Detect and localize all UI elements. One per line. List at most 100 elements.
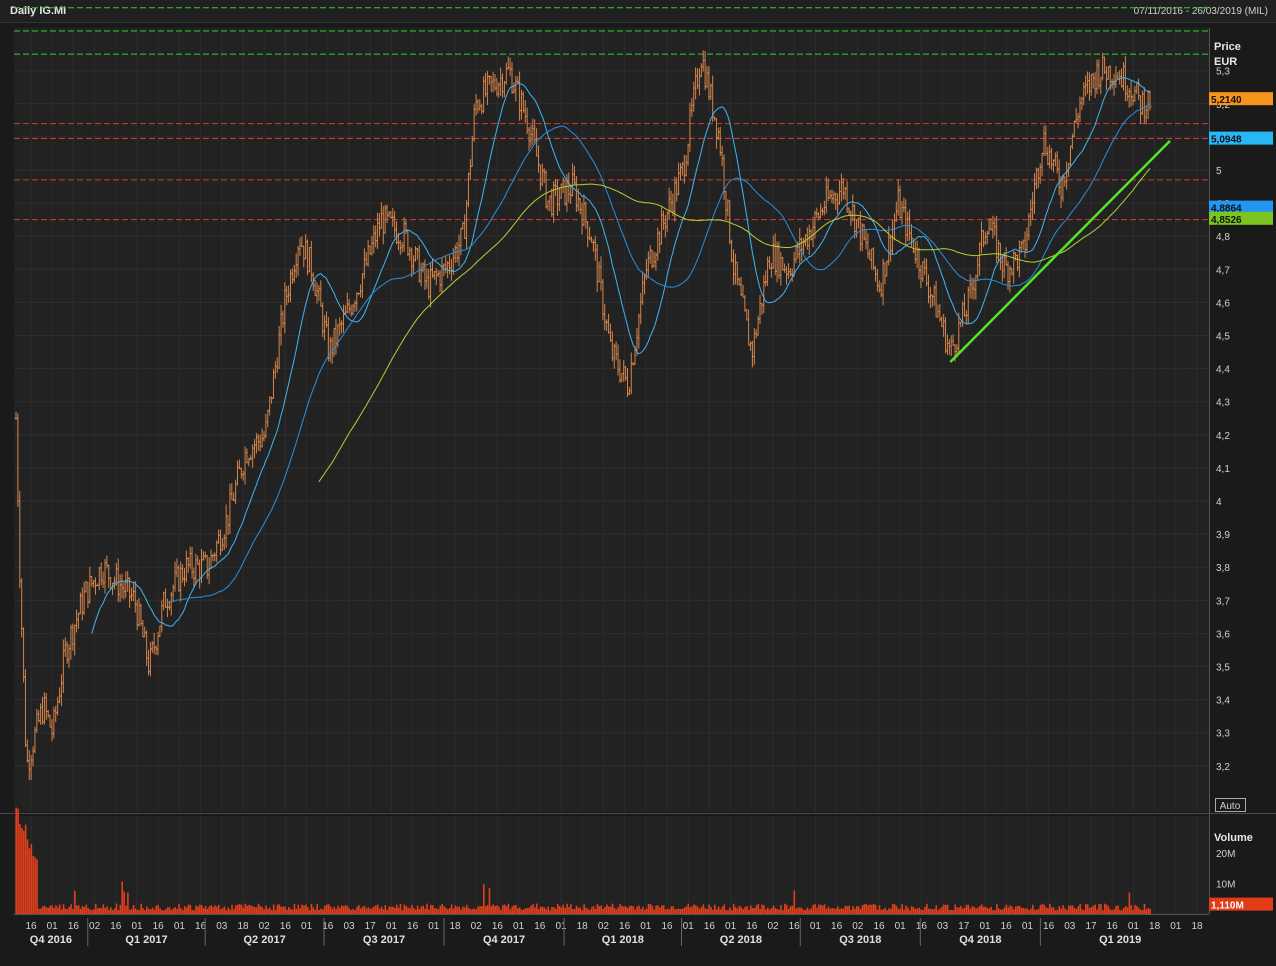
volume-bar: [1115, 905, 1117, 914]
volume-bar: [93, 909, 95, 914]
value-tag: 4,8526: [1209, 211, 1273, 226]
volume-bar: [876, 909, 879, 914]
volume-bar: [687, 903, 690, 914]
volume-bar: [818, 904, 820, 914]
volume-bar: [464, 907, 466, 914]
volume-bar: [397, 907, 400, 914]
volume-bar: [547, 906, 549, 914]
day-tick-label: 01: [979, 921, 991, 932]
volume-bar: [715, 909, 718, 914]
volume-bar: [600, 905, 602, 914]
value-tag-box: [1209, 897, 1273, 911]
volume-bar: [235, 905, 237, 914]
volume-bar: [674, 909, 676, 914]
volume-bar: [969, 908, 972, 914]
volume-bar: [1132, 909, 1134, 914]
volume-bar: [541, 906, 544, 914]
volume-bar: [136, 909, 139, 914]
volume-bar: [384, 905, 387, 914]
volume-bar: [113, 908, 116, 914]
volume-bar: [717, 906, 720, 914]
day-tick-label: 01: [131, 921, 143, 932]
volume-bar: [505, 906, 508, 914]
volume-bar: [944, 904, 947, 914]
day-tick-label: 01: [640, 921, 652, 932]
volume-bar: [452, 908, 455, 914]
volume-bar: [333, 906, 336, 914]
volume-bar: [1032, 904, 1034, 914]
volume-bar: [180, 908, 182, 914]
volume-bar: [359, 908, 362, 914]
volume-bar: [450, 904, 453, 914]
volume-bar: [98, 907, 101, 914]
volume-bar: [1124, 906, 1127, 914]
volume-bar: [274, 909, 277, 914]
volume-bar: [210, 905, 212, 914]
volume-bar: [693, 904, 695, 914]
volume-bar: [797, 907, 799, 914]
volume-bar: [376, 904, 379, 914]
volume-bar: [110, 907, 112, 914]
trendline[interactable]: [949, 139, 1171, 363]
volume-bar: [787, 908, 790, 914]
volume-bar: [312, 907, 315, 914]
volume-bar: [920, 909, 922, 914]
volume-bar: [102, 904, 105, 914]
volume-bar: [178, 904, 180, 914]
volume-bar: [1103, 903, 1106, 914]
volume-bar: [322, 909, 324, 914]
price-bar: [1148, 90, 1152, 111]
volume-bar: [679, 908, 682, 914]
volume-bar: [710, 906, 712, 914]
volume-bar: [617, 907, 620, 914]
volume-bar: [28, 848, 31, 914]
volume-bar: [890, 908, 892, 914]
volume-bar: [204, 905, 207, 914]
day-tick-label: 02: [852, 921, 864, 932]
day-tick-label: 16: [661, 921, 673, 932]
volume-bar: [216, 906, 218, 914]
value-tag-text: 1,110M: [1211, 901, 1244, 912]
volume-bar: [746, 906, 748, 914]
volume-bar: [761, 904, 763, 914]
auto-scale-button[interactable]: Auto: [1215, 798, 1246, 813]
volume-bar: [1022, 907, 1025, 914]
day-tick-label: 16: [492, 921, 504, 932]
volume-bar: [607, 906, 610, 914]
volume-bar: [1147, 907, 1150, 914]
volume-bar: [880, 909, 883, 914]
volume-bar: [496, 905, 498, 914]
volume-bar: [356, 906, 358, 914]
price-axis-title: Price: [1214, 41, 1241, 53]
day-tick-label: 01: [810, 921, 822, 932]
volume-bar: [325, 904, 328, 914]
volume-bar: [939, 908, 941, 914]
day-tick-label: 16: [153, 921, 165, 932]
auto-scale-button-label[interactable]: Auto: [1220, 801, 1241, 812]
auto-scale-button-frame[interactable]: [1215, 798, 1246, 812]
volume-bar: [471, 909, 474, 914]
volume-bar: [465, 904, 468, 914]
volume-bar: [365, 908, 368, 914]
volume-bar: [776, 909, 779, 914]
volume-bars: [15, 807, 1151, 914]
volume-bar: [884, 907, 886, 914]
volume-bar: [291, 909, 294, 914]
volume-bar: [443, 906, 445, 914]
price-tick-label: 5,3: [1216, 67, 1230, 78]
volume-bar: [865, 903, 868, 914]
volume-bar: [66, 909, 69, 914]
volume-bar: [895, 906, 898, 914]
volume-bar: [568, 907, 570, 914]
volume-bar: [252, 906, 254, 914]
price-tick-label: 3,4: [1216, 696, 1230, 707]
volume-bar: [70, 904, 72, 914]
volume-bar: [193, 910, 195, 914]
value-tag-box: [1209, 200, 1273, 214]
volume-bar: [176, 908, 178, 914]
volume-bar: [927, 908, 930, 914]
volume-bar: [342, 906, 345, 914]
volume-bar: [121, 881, 124, 914]
volume-bar: [672, 906, 674, 914]
